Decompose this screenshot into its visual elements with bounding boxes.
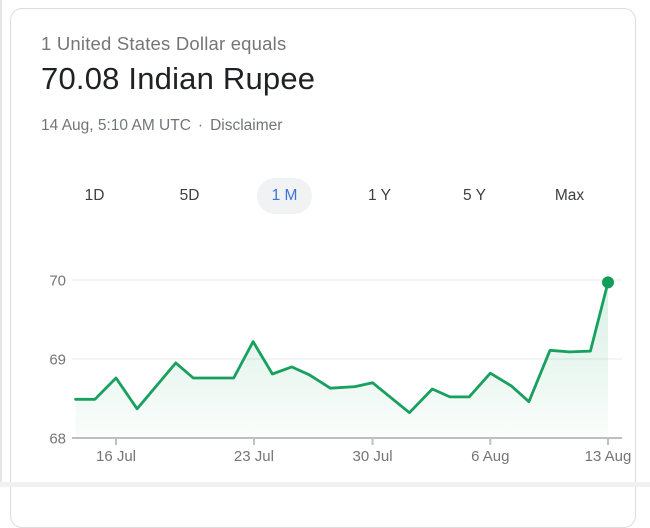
separator-dot: · <box>197 117 204 134</box>
tab-label: 5D <box>179 187 200 204</box>
range-tabs: 1D 5D 1 M 1 Y 5 Y Max <box>47 175 617 217</box>
tab-label: 1 M <box>256 178 313 214</box>
tab-1y[interactable]: 1 Y <box>332 175 427 217</box>
rate-meta-line: 14 Aug, 5:10 AM UTC · Disclaimer <box>41 117 282 135</box>
tab-5d[interactable]: 5D <box>142 175 237 217</box>
tab-1d[interactable]: 1D <box>47 175 142 217</box>
tab-max[interactable]: Max <box>522 175 617 217</box>
bottom-strip <box>0 482 650 487</box>
tab-label: 5 Y <box>463 187 486 204</box>
tab-5y[interactable]: 5 Y <box>427 175 522 217</box>
tab-label: 1D <box>84 187 105 204</box>
currency-card: 1 United States Dollar equals 70.08 Indi… <box>10 8 636 528</box>
tab-label: Max <box>554 187 585 204</box>
header-equals-line: 1 United States Dollar equals <box>41 33 287 54</box>
tab-1m[interactable]: 1 M <box>237 175 332 217</box>
page-left-edge <box>0 0 2 487</box>
tab-label: 1 Y <box>368 187 391 204</box>
exchange-rate-value: 70.08 Indian Rupee <box>41 61 316 96</box>
disclaimer-link[interactable]: Disclaimer <box>210 117 283 134</box>
chart-hover-area[interactable] <box>63 255 608 445</box>
rate-timestamp: 14 Aug, 5:10 AM UTC <box>41 117 191 134</box>
